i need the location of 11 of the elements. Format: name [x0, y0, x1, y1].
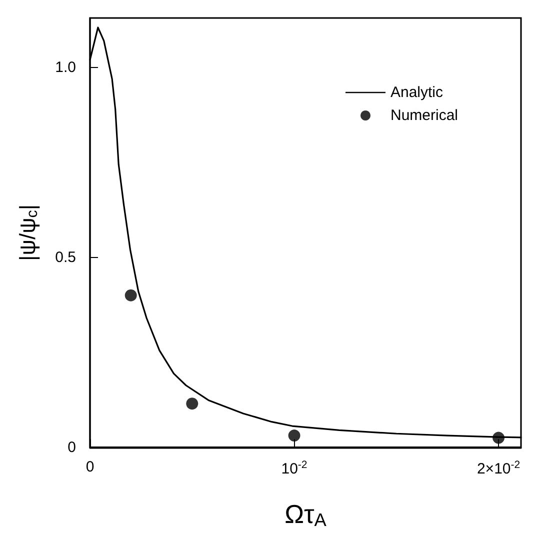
- y-tick-label: 0.5: [55, 248, 76, 266]
- legend-label: Analytic: [390, 84, 444, 101]
- y-tick-label: 1.0: [55, 58, 76, 76]
- x-tick-label: 0: [86, 458, 94, 476]
- x-axis-title: ΩτA: [284, 499, 328, 530]
- y-axis-title: |ψ/ψc|: [15, 204, 41, 261]
- point: [186, 398, 198, 410]
- legend-label: Numerical: [390, 107, 458, 124]
- y-tick-label: 0: [68, 438, 76, 456]
- point: [124, 289, 137, 302]
- point: [288, 430, 300, 442]
